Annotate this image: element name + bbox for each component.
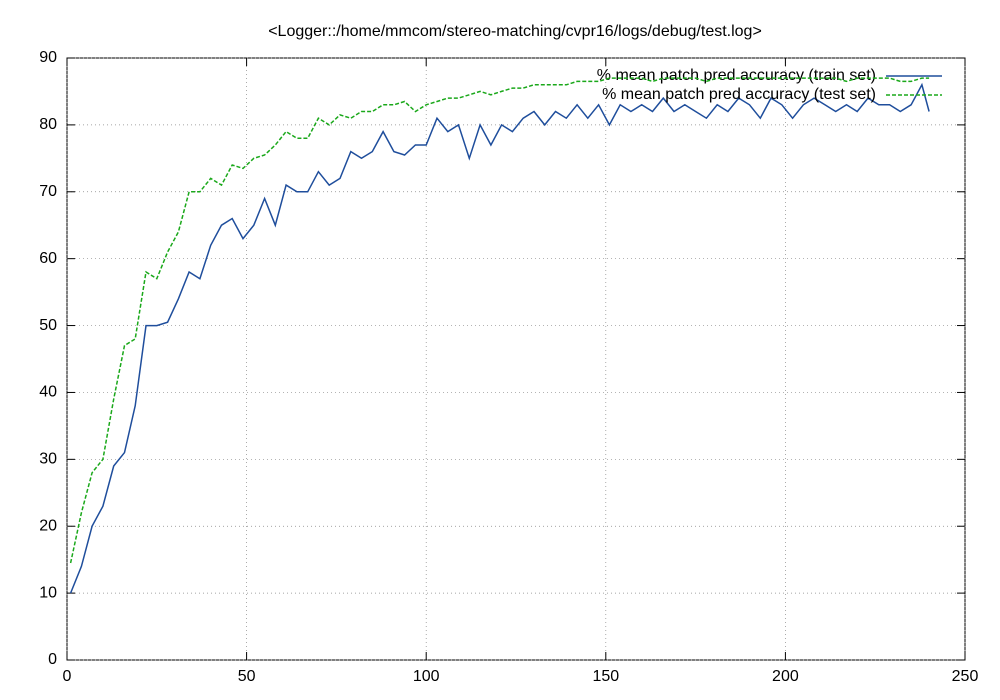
y-tick-label: 50 [39,317,57,334]
y-tick-label: 40 [39,384,57,401]
y-tick-label: 30 [39,451,57,468]
x-tick-label: 50 [238,668,256,685]
chart-title: <Logger::/home/mmcom/stereo-matching/cvp… [268,23,762,40]
y-tick-label: 20 [39,517,57,534]
x-tick-label: 150 [592,668,619,685]
y-tick-label: 10 [39,584,57,601]
x-tick-label: 100 [413,668,440,685]
x-tick-label: 0 [63,668,72,685]
y-tick-label: 0 [48,651,57,668]
series-line [69,77,930,564]
series-line [69,82,930,594]
x-tick-label: 250 [952,668,979,685]
plot-frame [66,57,966,661]
y-tick-label: 80 [39,116,57,133]
legend-label: % mean patch pred accuracy (train set) [597,67,876,84]
x-tick-label: 200 [772,668,799,685]
legend-label: % mean patch pred accuracy (test set) [602,86,876,103]
y-tick-label: 90 [39,49,57,66]
y-tick-label: 60 [39,250,57,267]
y-tick-label: 70 [39,183,57,200]
